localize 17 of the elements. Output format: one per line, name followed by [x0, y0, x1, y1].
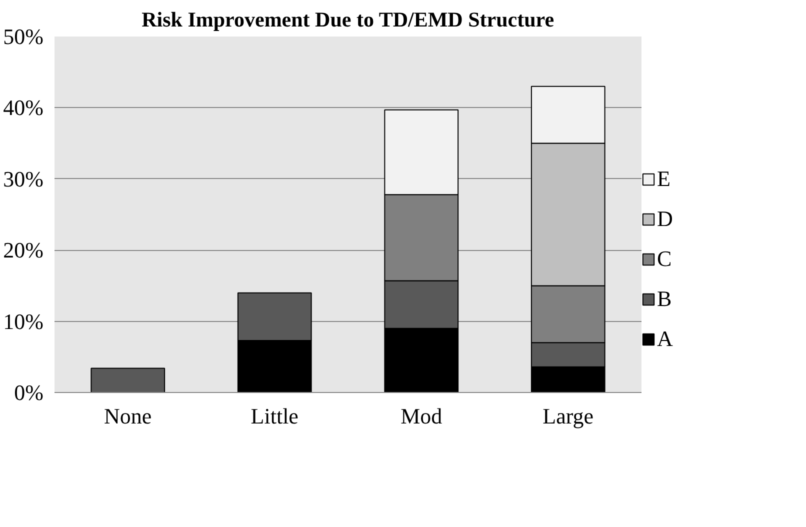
y-tick-label: 50%: [3, 24, 44, 49]
y-tick-label: 40%: [3, 95, 44, 120]
x-tick-label: Mod: [400, 404, 442, 428]
y-tick-label: 0%: [14, 380, 44, 405]
x-tick-label: None: [104, 404, 152, 428]
y-tick-label: 20%: [3, 238, 44, 263]
y-tick-label: 10%: [3, 308, 44, 334]
legend-label: D: [657, 206, 674, 232]
chart-title: Risk Improvement Due to TD/EMD Structure: [142, 8, 554, 32]
legend-label: B: [657, 286, 673, 312]
bar: [90, 368, 166, 392]
legend-label: C: [657, 246, 673, 272]
legend-label: E: [657, 166, 672, 192]
legend-label: A: [657, 326, 674, 352]
x-tick-label: Little: [250, 404, 298, 428]
y-tick-label: 30%: [3, 166, 44, 192]
x-tick-label: Large: [542, 404, 594, 428]
